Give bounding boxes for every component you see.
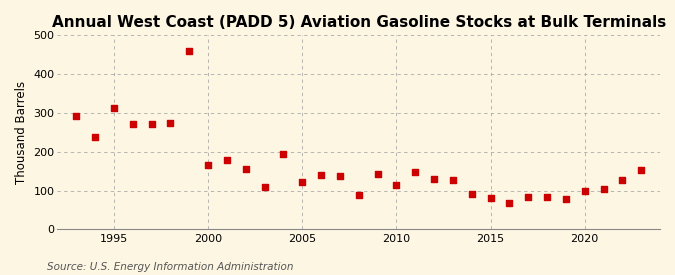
Point <box>71 114 82 119</box>
Point <box>240 167 251 171</box>
Point <box>560 197 571 201</box>
Point <box>579 189 590 193</box>
Point <box>221 158 232 163</box>
Point <box>429 177 439 181</box>
Point <box>448 178 458 183</box>
Point <box>353 193 364 197</box>
Point <box>617 177 628 182</box>
Point <box>541 194 552 199</box>
Point <box>316 173 327 177</box>
Point <box>146 122 157 127</box>
Point <box>202 163 213 167</box>
Point <box>372 172 383 176</box>
Point <box>297 180 308 184</box>
Point <box>636 168 647 172</box>
Point <box>335 174 346 178</box>
Point <box>259 185 270 189</box>
Point <box>504 201 515 205</box>
Point <box>90 135 101 139</box>
Point <box>391 183 402 188</box>
Point <box>128 122 138 127</box>
Point <box>410 170 421 175</box>
Point <box>598 187 609 191</box>
Point <box>485 196 496 200</box>
Point <box>278 152 289 157</box>
Point <box>466 192 477 197</box>
Point <box>184 49 194 53</box>
Title: Annual West Coast (PADD 5) Aviation Gasoline Stocks at Bulk Terminals: Annual West Coast (PADD 5) Aviation Gaso… <box>51 15 666 30</box>
Y-axis label: Thousand Barrels: Thousand Barrels <box>15 81 28 184</box>
Point <box>523 194 534 199</box>
Point <box>165 121 176 125</box>
Text: Source: U.S. Energy Information Administration: Source: U.S. Energy Information Administ… <box>47 262 294 272</box>
Point <box>109 106 119 110</box>
